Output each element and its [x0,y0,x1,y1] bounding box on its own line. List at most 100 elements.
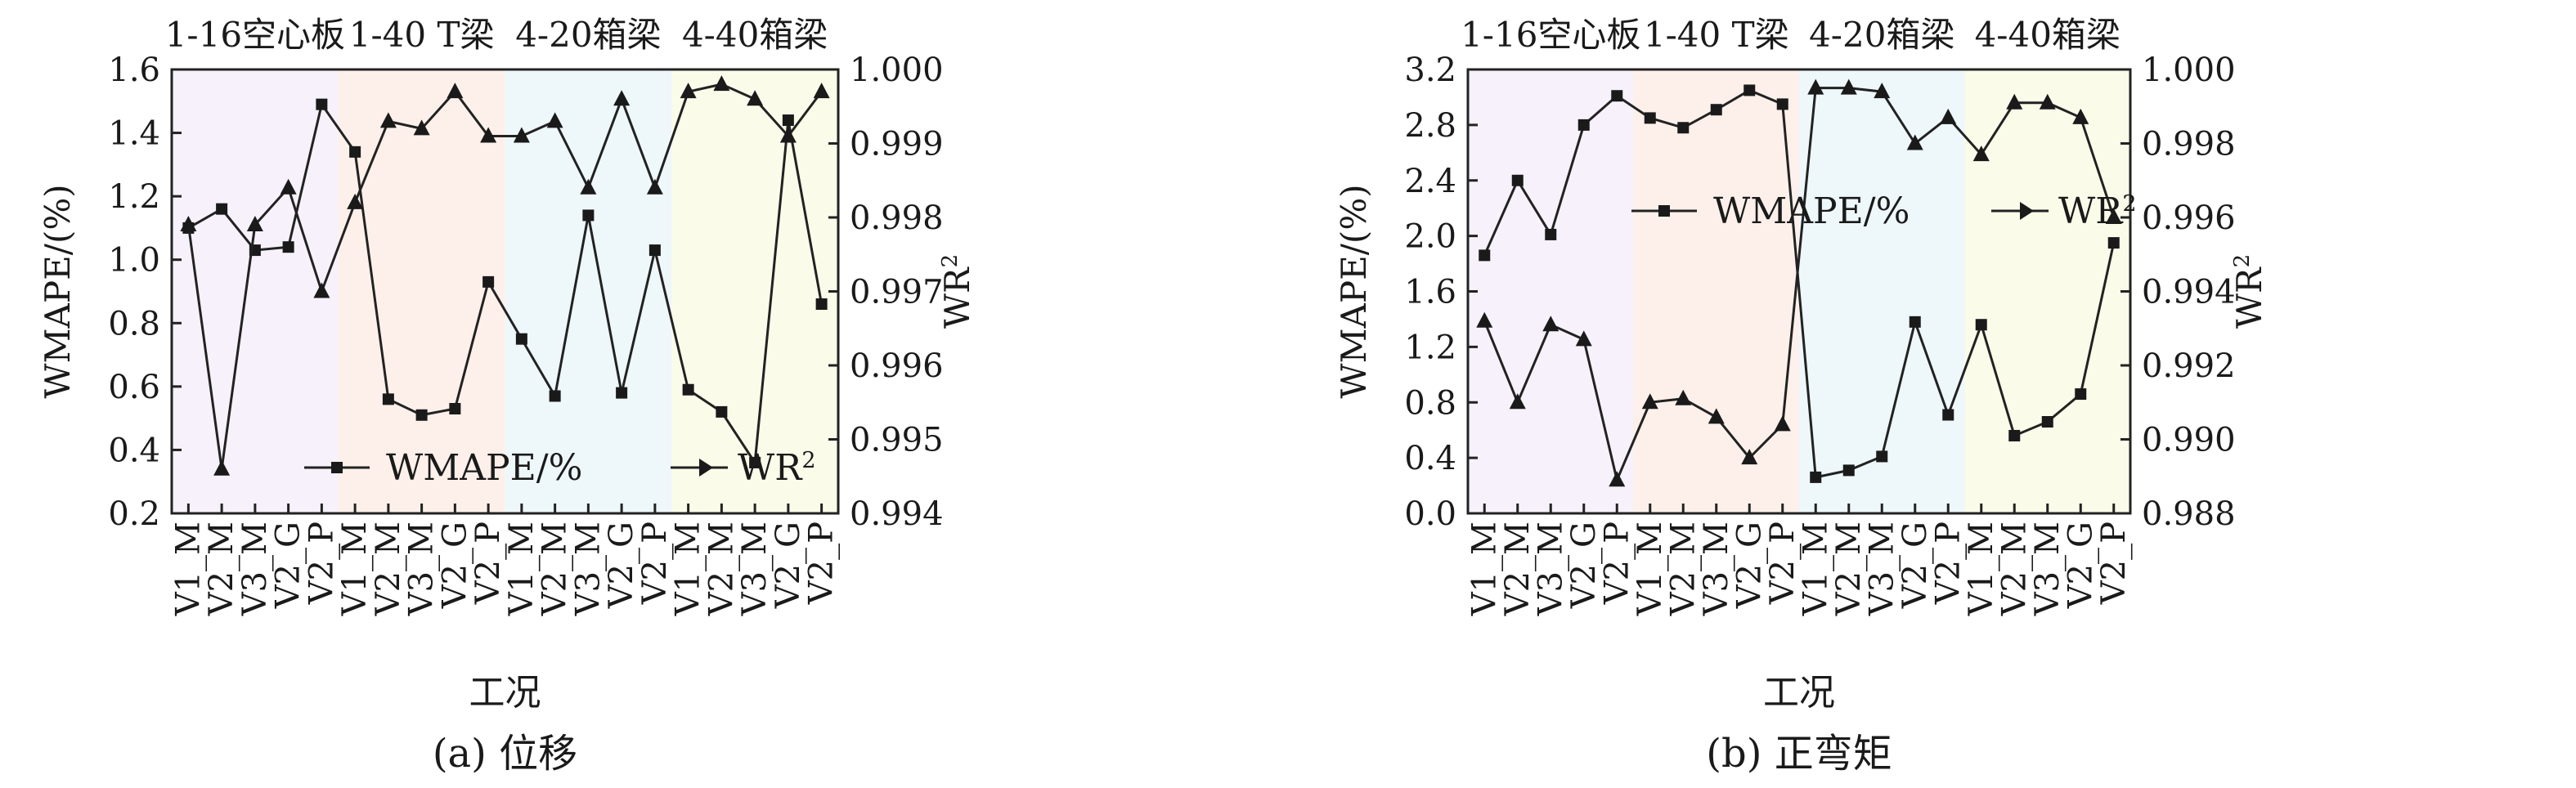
wmape-point [382,393,394,405]
wmape-point [2041,416,2053,428]
group-band [1964,69,2130,513]
legend-wmape-marker [331,462,343,473]
x-tick-label: V2_G [603,522,640,609]
wr2-point [680,83,697,99]
wmape-point [1511,174,1524,186]
wr2-point [513,127,530,143]
x-tick-label: V2_P [1764,522,1802,605]
wmape-point [1677,122,1690,134]
y-tick-label: 1.2 [1404,329,1456,366]
wr2-point [1476,311,1493,328]
wmape-point [1842,464,1855,477]
y-tick-label: 3.2 [1404,51,1456,89]
wmape-point [2107,237,2120,249]
y2-tick-label: 0.998 [850,199,944,237]
y-tick-label: 1.0 [108,242,160,280]
wr2-point [213,459,231,476]
wmape-point [482,275,495,288]
x-tick-label: V3_M [236,522,274,616]
y2-tick-label: 0.988 [2142,495,2236,533]
x-tick-label: V2_P [303,522,340,605]
x-tick-label: V2_G [2062,522,2099,609]
y-tick-label: 0.8 [108,305,160,343]
group-label: 1-16空心板 [165,15,345,55]
wr2-point [1741,449,1758,465]
wr2-point [2039,93,2056,110]
wmape-point [1776,98,1788,110]
panel-caption: (a) 位移 [433,731,577,777]
wmape-point [1909,316,1921,328]
wr2-point [413,119,430,136]
x-axis-title: 工况 [469,672,541,714]
group-label: 1-40 T梁 [1644,15,1789,55]
legend-wmape-label: WMAPE/% [1713,190,1910,232]
x-tick-label: V2_G [1565,522,1603,609]
y-tick-label: 2.4 [1404,163,1456,200]
wr2-point [1840,78,1857,95]
x-tick-label: V2_G [770,522,807,609]
y-tick-label: 2.8 [1404,107,1456,145]
x-tick-label: V1_M [1963,522,2000,616]
x-tick-label: V2_G [1896,522,1934,609]
x-tick-label: V2_P [2095,522,2133,605]
y2-tick-label: 0.997 [850,274,944,311]
x-tick-label: V2_M [536,522,574,616]
wr2-point [1609,471,1626,487]
wr2-point [1940,108,1957,124]
y-tick-label: 0.4 [1404,440,1456,477]
x-tick-label: V1_M [503,522,541,616]
x-tick-label: V2_P [636,522,674,605]
y-tick-label: 0.2 [108,495,160,533]
y-tick-label: 1.2 [108,178,160,216]
x-tick-label: V2_G [1730,522,1768,609]
wr2-point [779,127,797,143]
group-band [1468,69,1634,513]
wr2-point [480,127,497,143]
x-tick-label: V2_G [436,522,473,609]
legend-wr2-label: WR2 [738,447,816,489]
wmape-point [316,98,328,110]
group-label: 4-40箱梁 [682,15,828,55]
group-band [505,69,672,513]
wmape-point [415,409,428,421]
group-label: 4-20箱梁 [1809,15,1954,55]
wr2-point [747,90,764,106]
x-tick-label: V3_M [569,522,607,616]
y2-tick-label: 1.000 [2142,51,2236,89]
wr2-point [2105,208,2122,224]
group-band [1633,69,1799,513]
x-tick-label: V2_M [1499,522,1537,616]
wmape-point [449,403,461,415]
wr2-point [1509,393,1526,410]
wmape-point [616,387,628,399]
wmape-point [815,298,828,311]
x-tick-label: V2_M [1664,522,1702,616]
group-band [338,69,505,513]
y-tick-label: 0.8 [1404,384,1456,422]
group-band [172,69,339,513]
wmape-point [2075,388,2087,401]
wmape-point [549,390,561,402]
wmape-point [1975,319,1987,331]
y2-tick-label: 0.996 [850,347,944,385]
wmape-point [515,333,527,345]
y-tick-label: 0.6 [108,369,160,406]
chart-panel-b: 1-16空心板 1-40 T梁 4-20箱梁 4-40箱梁 0.0 0.4 0.8 1.2 1.… [1334,15,2269,777]
x-tick-label: V2_M [1995,522,2033,616]
wr2-point [1972,146,1990,162]
y2-tick-label: 0.990 [2142,422,2236,459]
y-axis-title: WMAPE/(%) [1334,184,1374,398]
y-tick-label: 0.0 [1404,495,1456,533]
wmape-point [1545,228,1557,240]
wmape-point [282,241,294,253]
legend-wr2-marker [699,459,713,477]
wr2-point [613,90,631,106]
series-line-wr2 [1483,87,2116,485]
x-tick-label: V1_M [1797,522,1834,616]
wmape-point [1744,84,1756,96]
x-tick-label: V1_M [670,522,707,616]
y-axis-title: WMAPE/(%) [38,184,78,398]
x-tick-label: V2_M [203,522,240,616]
